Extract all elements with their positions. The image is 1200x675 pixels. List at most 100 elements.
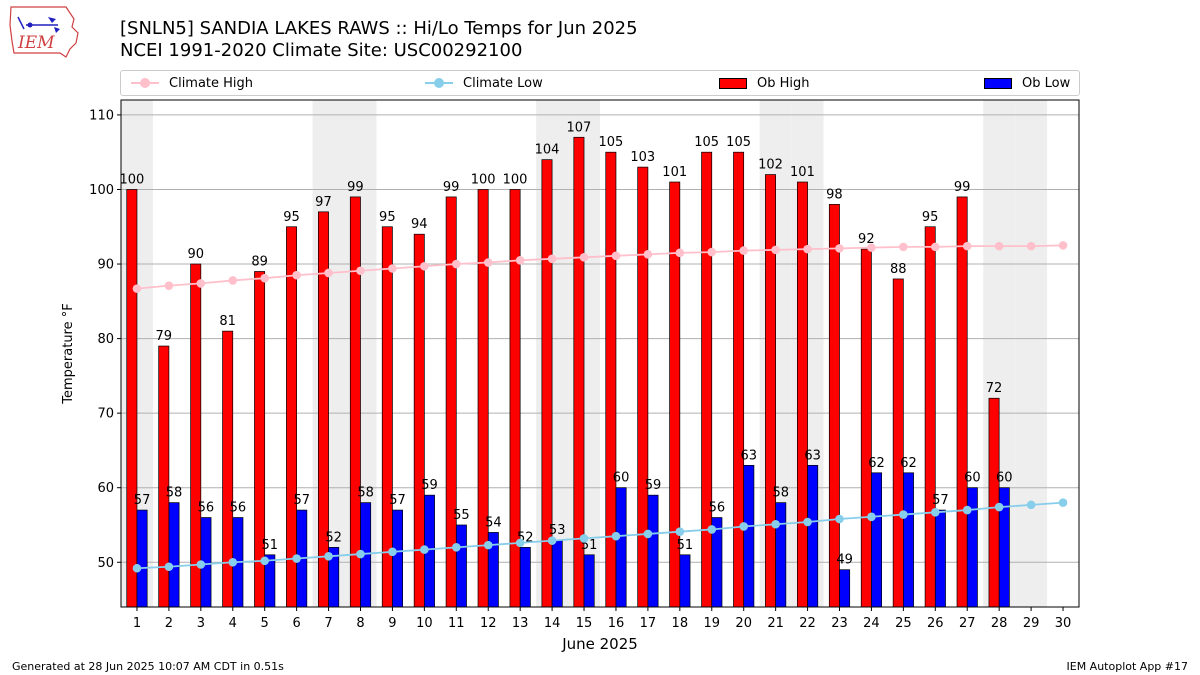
ob-high-bar xyxy=(349,196,361,608)
climate-low-line xyxy=(136,501,1064,570)
generated-timestamp: Generated at 28 Jun 2025 10:07 AM CDT in… xyxy=(12,660,284,673)
ob-low-label: 63 xyxy=(741,448,758,463)
climate-high-point xyxy=(1026,241,1036,251)
ob-high-label: 95 xyxy=(922,210,939,225)
ob-low-label: 58 xyxy=(772,486,789,501)
ob-high-label: 98 xyxy=(826,187,843,202)
x-tick-label: 22 xyxy=(799,616,816,631)
ob-high-label: 81 xyxy=(219,314,236,329)
climate-low-point xyxy=(611,531,621,541)
chart-legend: Climate High Climate Low Ob High Ob Low xyxy=(120,70,1080,96)
climate-low-point xyxy=(803,517,812,527)
ob-high-label: 94 xyxy=(411,217,428,232)
climate-high-point xyxy=(260,273,270,283)
climate-high-point xyxy=(643,250,653,259)
ob-low-label: 63 xyxy=(804,448,821,463)
ob-low-bar xyxy=(679,554,691,608)
ob-low-bar xyxy=(998,487,1010,608)
y-tick-label: 100 xyxy=(89,183,114,198)
ob-low-bar xyxy=(583,554,595,608)
ob-low-bar xyxy=(519,547,531,608)
legend-label-climate-low: Climate Low xyxy=(463,75,543,91)
ob-low-label: 51 xyxy=(262,538,279,553)
x-tick-label: 30 xyxy=(1055,616,1072,631)
climate-high-point xyxy=(771,245,780,255)
climate-low-point xyxy=(675,527,685,536)
climate-high-point xyxy=(899,242,908,252)
x-tick-label: 25 xyxy=(895,616,912,631)
legend-swatch-ob-high xyxy=(719,77,747,89)
ob-low-label: 59 xyxy=(645,478,662,493)
climate-high-point xyxy=(132,284,142,293)
y-tick-label: 70 xyxy=(97,407,114,422)
x-tick-label: 6 xyxy=(292,616,300,631)
x-tick-label: 11 xyxy=(448,616,465,631)
weekend-shade xyxy=(983,100,1016,607)
climate-low-point xyxy=(324,552,333,561)
ob-low-bar xyxy=(934,509,946,608)
climate-low-point xyxy=(515,538,525,548)
weekend-shade xyxy=(536,100,569,607)
climate-low-point xyxy=(292,554,301,563)
chart-title: [SNLN5] SANDIA LAKES RAWS :: Hi/Lo Temps… xyxy=(120,18,638,39)
climate-high-point xyxy=(931,242,940,252)
climate-high-point xyxy=(579,253,589,262)
x-tick-label: 18 xyxy=(672,616,689,631)
climate-low-point xyxy=(931,508,940,517)
climate-low-point xyxy=(1058,498,1068,507)
x-tick-label: 10 xyxy=(416,616,433,631)
ob-high-bar xyxy=(605,151,617,608)
x-tick-label: 1 xyxy=(133,616,141,631)
ob-low-bar xyxy=(711,517,723,608)
ob-low-bar xyxy=(743,464,755,608)
ob-high-label: 100 xyxy=(503,172,528,187)
climate-low-point xyxy=(388,547,397,557)
ob-low-label: 56 xyxy=(709,501,726,516)
climate-high-point xyxy=(707,247,717,257)
x-tick-label: 24 xyxy=(863,616,880,631)
y-tick-label: 60 xyxy=(97,481,114,496)
climate-high-point xyxy=(515,256,525,265)
climate-high-point xyxy=(867,243,876,252)
ob-low-label: 54 xyxy=(485,515,502,530)
ob-low-bar xyxy=(360,502,372,608)
ob-high-bar xyxy=(892,278,904,608)
ob-low-bar xyxy=(551,539,563,608)
ob-high-label: 105 xyxy=(726,135,751,150)
climate-high-point xyxy=(962,241,972,251)
ob-low-bar xyxy=(839,569,851,608)
ob-high-label: 97 xyxy=(315,195,332,210)
ob-low-bar xyxy=(264,554,276,608)
ob-low-label: 60 xyxy=(996,471,1013,486)
ob-high-bar xyxy=(733,151,745,608)
ob-high-bar xyxy=(924,226,936,608)
weekend-shade xyxy=(791,100,824,607)
ob-high-bar xyxy=(669,181,681,608)
weekend-shade xyxy=(1015,100,1048,607)
ob-high-label: 104 xyxy=(535,143,560,158)
x-tick-label: 9 xyxy=(388,616,396,631)
ob-low-label: 58 xyxy=(357,486,374,501)
app-credit: IEM Autoplot App #17 xyxy=(1066,660,1189,673)
ob-low-label: 60 xyxy=(964,471,981,486)
climate-low-point xyxy=(483,540,493,550)
legend-label-climate-high: Climate High xyxy=(169,75,254,91)
ob-low-label: 57 xyxy=(293,493,310,508)
x-tick-label: 15 xyxy=(576,616,593,631)
ob-high-label: 103 xyxy=(630,150,655,165)
x-tick-label: 19 xyxy=(703,616,720,631)
ob-low-label: 60 xyxy=(613,471,630,486)
climate-low-point xyxy=(707,525,717,534)
ob-low-label: 55 xyxy=(453,508,470,523)
ob-high-label: 100 xyxy=(119,172,144,187)
ob-high-bar xyxy=(828,204,840,608)
ob-high-label: 107 xyxy=(567,120,592,135)
climate-low-point xyxy=(835,514,844,524)
climate-low-point xyxy=(547,536,557,545)
logo-text: IEM xyxy=(17,33,55,53)
ob-low-label: 57 xyxy=(134,493,151,508)
x-tick-label: 27 xyxy=(959,616,976,631)
climate-low-point xyxy=(132,563,142,573)
climate-low-point xyxy=(420,545,429,554)
ob-high-bar xyxy=(956,196,968,608)
